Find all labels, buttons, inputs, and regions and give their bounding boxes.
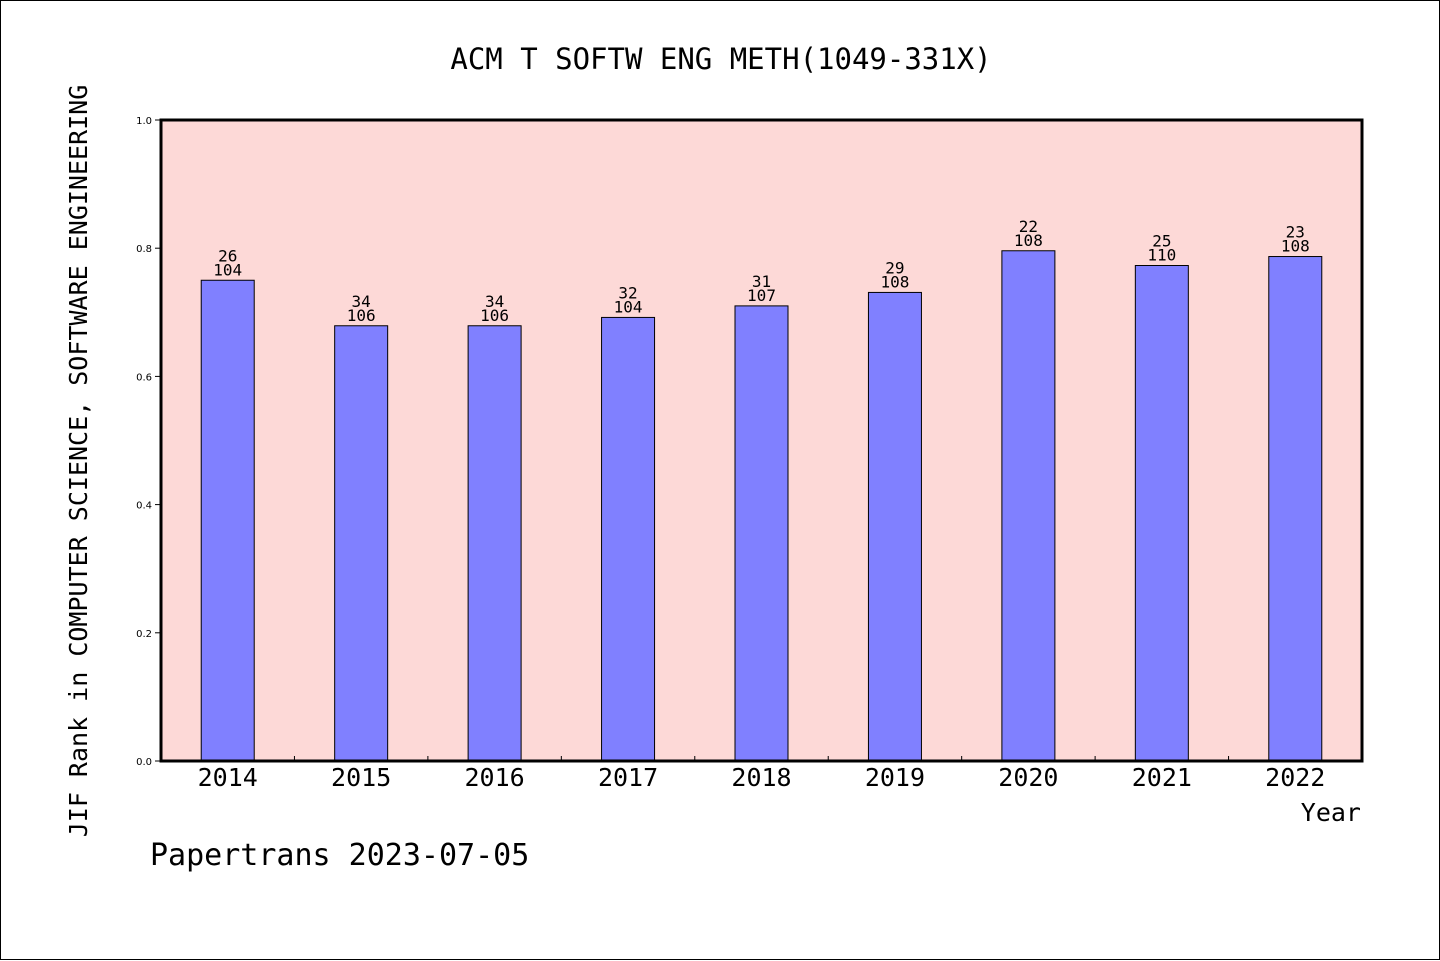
- y-axis-ticks: 0.0 0.2 0.4 0.6 0.8 1.0: [136, 116, 161, 768]
- footer-watermark: Papertrans 2023-07-05: [150, 838, 529, 873]
- x-tick-label: 2014: [198, 763, 258, 792]
- y-tick-label: 0.4: [136, 501, 152, 512]
- bar-total-label: 108: [1014, 231, 1043, 250]
- bar-rank-label: 23: [1286, 223, 1305, 242]
- y-tick-label: 0.2: [136, 629, 152, 640]
- bar-rank-label: 25: [1152, 232, 1171, 251]
- bar-total-label: 108: [880, 272, 909, 291]
- bar: [334, 325, 389, 762]
- bar: [734, 305, 789, 762]
- bar-total-label: 107: [747, 286, 776, 305]
- y-tick-label: 1.0: [136, 116, 152, 127]
- bar-total-label: 104: [213, 260, 242, 279]
- bar-total-label: 110: [1147, 246, 1176, 265]
- bar: [467, 325, 522, 762]
- bars-group: [200, 250, 1323, 762]
- bar-rank-label: 29: [885, 258, 904, 277]
- bar-rank-label: 32: [618, 283, 637, 302]
- bar-rank-label: 22: [1019, 217, 1038, 236]
- x-tick-label: 2021: [1132, 763, 1192, 792]
- x-tick-label: 2019: [865, 763, 925, 792]
- bar: [867, 291, 922, 762]
- x-axis-ticks: 2014 2015 2016 2017 2018 2019 2020 2021 2022: [198, 756, 1325, 792]
- plot-border: [159, 118, 1364, 763]
- x-tick-label: 2017: [598, 763, 658, 792]
- bar: [1001, 250, 1056, 762]
- bar-rank-label: 34: [485, 292, 504, 311]
- bar: [200, 279, 255, 762]
- bar-total-label: 106: [347, 306, 376, 325]
- x-tick-label: 2022: [1265, 763, 1325, 792]
- x-axis-label: Year: [1301, 798, 1361, 827]
- bar-rank-label: 26: [218, 246, 237, 265]
- bar-total-label: 108: [1281, 237, 1310, 256]
- y-axis-label: JIF Rank in COMPUTER SCIENCE, SOFTWARE E…: [64, 85, 93, 838]
- bar: [1134, 265, 1189, 762]
- x-tick-label: 2020: [998, 763, 1058, 792]
- bar: [1268, 256, 1323, 762]
- bar-rank-label: 34: [352, 292, 371, 311]
- chart-title: ACM T SOFTW ENG METH(1049-331X): [450, 42, 991, 76]
- y-tick-label: 0.8: [136, 244, 152, 255]
- y-tick-label: 0.0: [136, 757, 152, 768]
- x-tick-label: 2016: [465, 763, 525, 792]
- bar: [601, 316, 656, 762]
- bar-total-label: 104: [614, 297, 643, 316]
- bar-rank-label: 31: [752, 272, 771, 291]
- bar-total-label: 106: [480, 306, 509, 325]
- y-tick-label: 0.6: [136, 372, 152, 383]
- x-tick-label: 2018: [731, 763, 791, 792]
- x-tick-label: 2015: [331, 763, 391, 792]
